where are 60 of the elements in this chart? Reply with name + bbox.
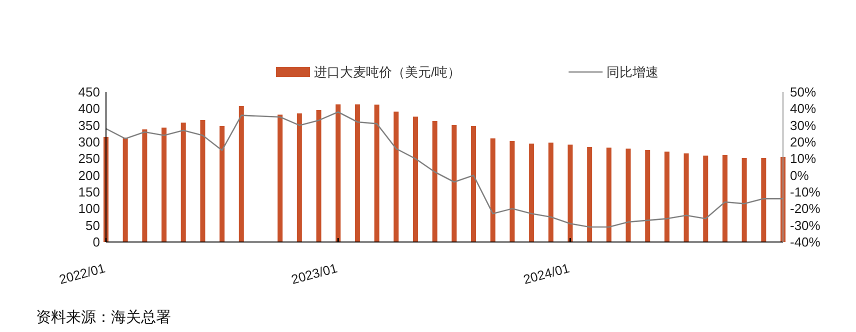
bar bbox=[394, 112, 399, 242]
y2-tick-label: -40% bbox=[790, 234, 821, 250]
bar bbox=[490, 138, 496, 242]
y-tick-label: 400 bbox=[78, 101, 100, 116]
bar bbox=[722, 155, 728, 242]
bar bbox=[142, 129, 148, 242]
bar bbox=[200, 120, 206, 242]
y-tick-label: 100 bbox=[78, 201, 100, 216]
bar bbox=[354, 104, 360, 242]
bar bbox=[587, 147, 592, 242]
bar bbox=[645, 150, 650, 242]
legend-label: 进口大麦吨价（美元/吨） bbox=[314, 64, 461, 80]
bar bbox=[452, 125, 457, 242]
bar bbox=[664, 152, 670, 242]
y2-tick-label: 20% bbox=[790, 134, 816, 150]
text: 资料来源：海关总署 bbox=[36, 309, 171, 326]
y2-tick-label: -20% bbox=[790, 201, 821, 216]
y-tick-label: 250 bbox=[78, 151, 100, 166]
bar bbox=[180, 122, 186, 242]
y-tick-label: 350 bbox=[78, 118, 100, 133]
legend-label: 同比增速 bbox=[606, 64, 659, 80]
y-tick-label: 50 bbox=[86, 218, 100, 233]
bar bbox=[529, 144, 534, 242]
line-series bbox=[105, 111, 784, 228]
y2-tick-label: 0% bbox=[790, 168, 810, 183]
bar bbox=[742, 158, 747, 242]
bar bbox=[568, 144, 573, 242]
y2-tick-label: 40% bbox=[790, 101, 816, 116]
bar bbox=[278, 114, 283, 242]
bar bbox=[296, 113, 302, 242]
y-tick-label: 450 bbox=[78, 84, 100, 100]
bar bbox=[548, 142, 554, 242]
y-tick-label: 0 bbox=[92, 234, 100, 250]
bar bbox=[122, 138, 128, 242]
bar bbox=[684, 153, 689, 242]
bar bbox=[238, 106, 244, 242]
y2-tick-label: 30% bbox=[790, 118, 816, 133]
bar bbox=[432, 121, 438, 242]
x-tick-label: 2023/01 bbox=[290, 260, 339, 288]
bar bbox=[510, 141, 515, 242]
y2-tick-label: -10% bbox=[790, 184, 821, 200]
y2-tick-label: -30% bbox=[790, 218, 821, 233]
bar bbox=[761, 158, 766, 242]
y-tick-label: 300 bbox=[78, 134, 100, 150]
y-tick-label: 150 bbox=[78, 184, 100, 200]
bar bbox=[316, 110, 322, 242]
y2-tick-label: 50% bbox=[790, 84, 816, 100]
bar bbox=[703, 156, 708, 242]
bar bbox=[471, 126, 476, 242]
bar bbox=[162, 128, 167, 242]
y2-tick-label: 10% bbox=[790, 151, 816, 166]
bar bbox=[412, 116, 418, 242]
x-tick-label: 2022/01 bbox=[57, 260, 107, 288]
bar bbox=[336, 104, 341, 242]
x-tick-label: 2024/01 bbox=[522, 260, 572, 288]
bar bbox=[626, 148, 631, 242]
bar bbox=[374, 104, 380, 242]
bar bbox=[220, 126, 225, 242]
y-tick-label: 200 bbox=[78, 168, 100, 183]
bar bbox=[606, 148, 612, 242]
